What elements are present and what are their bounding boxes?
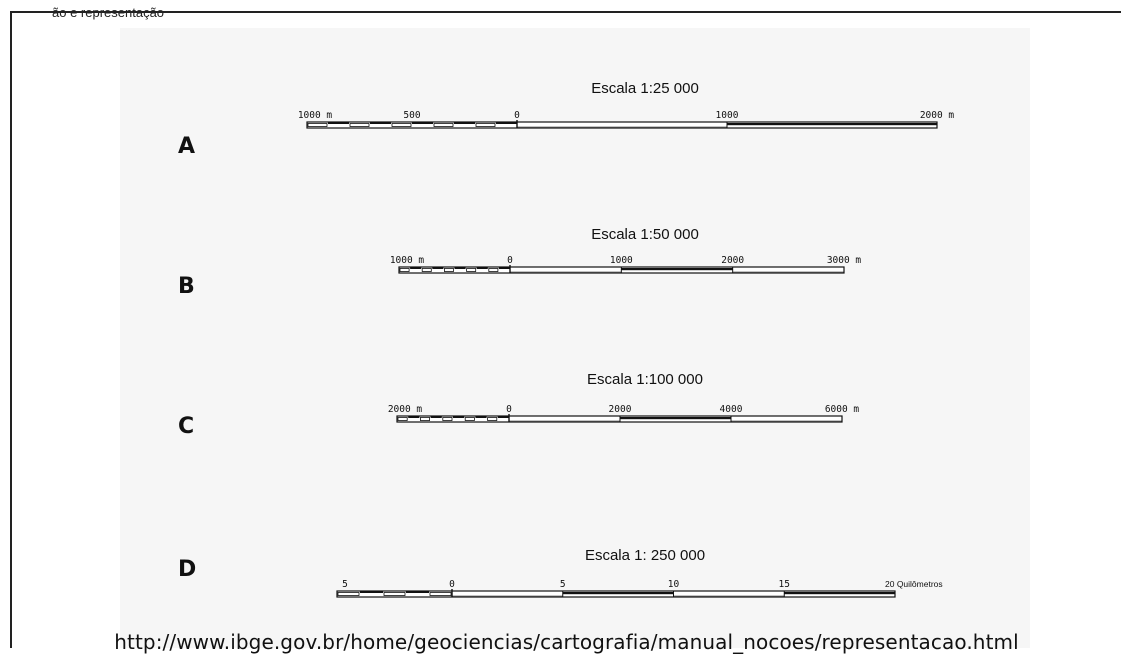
scale-title: Escala 1: 250 000 bbox=[585, 547, 705, 564]
scale-bar-subdivision bbox=[307, 123, 328, 127]
scale-tick-label: 5 bbox=[560, 579, 566, 590]
scale-tick-label: 1000 bbox=[716, 110, 739, 121]
scale-letter: A bbox=[178, 134, 195, 159]
scale-title: Escala 1:25 000 bbox=[591, 80, 699, 97]
scale-bar-subdivision bbox=[383, 592, 406, 596]
scale-tick-label: 1000 bbox=[610, 255, 633, 266]
scale-bar-major-segment bbox=[621, 268, 733, 271]
scale-bar-subdivision bbox=[410, 267, 422, 269]
scale-bar-major-segment bbox=[562, 592, 674, 595]
top-caption: ão e representação bbox=[52, 5, 165, 20]
scale-bar-subdivision bbox=[419, 417, 430, 421]
scale-tick-label: 0 bbox=[507, 255, 513, 266]
scale-bar-subdivision bbox=[337, 592, 360, 596]
scale-tick-label: 10 bbox=[668, 579, 680, 590]
scale-title: Escala 1:100 000 bbox=[587, 371, 703, 388]
scale-tick-label: 2000 bbox=[609, 404, 632, 415]
scale-bar-subdivision bbox=[391, 123, 412, 127]
scale-bar-subdivision bbox=[430, 416, 442, 418]
scale-tick-label: 500 bbox=[403, 110, 420, 121]
scale-tick-label: 6000 m bbox=[825, 404, 860, 415]
scale-tick-label: 0 bbox=[514, 110, 520, 121]
scale-bar-subdivision bbox=[475, 123, 496, 127]
scale-bar-subdivision bbox=[412, 122, 433, 124]
scale-tick-label: 20 Quilômetros bbox=[885, 579, 943, 589]
figure-frame: ão e representação A Escala 1:25 000 1000 … bbox=[10, 5, 1121, 654]
scale-tick-label: 2000 m bbox=[388, 404, 423, 415]
scale-bar-subdivision bbox=[408, 416, 420, 418]
scale-bar-subdivision bbox=[421, 268, 432, 272]
source-url: http://www.ibge.gov.br/home/geociencias/… bbox=[114, 630, 1019, 654]
scale-letter: D bbox=[178, 557, 196, 582]
scale-bar-subdivision bbox=[442, 417, 453, 421]
scale-bar-subdivision bbox=[498, 267, 510, 269]
scale-tick-label: 2000 m bbox=[920, 110, 955, 121]
scale-bar-subdivision bbox=[454, 122, 475, 124]
scale-bar-subdivision bbox=[429, 592, 452, 596]
scale-tick-label: 1000 m bbox=[390, 255, 425, 266]
scale-bar-subdivision bbox=[453, 416, 465, 418]
scale-bar-subdivision bbox=[370, 122, 391, 124]
scale-letter: B bbox=[178, 274, 195, 299]
scale-bar-subdivision bbox=[475, 416, 487, 418]
scale-bar-subdivision bbox=[497, 416, 509, 418]
figure-panel: A Escala 1:25 000 1000 m 500 0 1000 2000 m B Esc… bbox=[120, 28, 1030, 648]
scale-bar-major-segment bbox=[727, 123, 937, 126]
scale-bar-major-segment bbox=[784, 592, 895, 595]
scale-bar-subdivision bbox=[433, 123, 454, 127]
scale-bar-subdivision bbox=[466, 268, 477, 272]
scale-bar-major-segment bbox=[620, 417, 731, 420]
scale-bar-subdivision bbox=[399, 268, 410, 272]
scale-bar-subdivision bbox=[454, 267, 466, 269]
scale-tick-label: 0 bbox=[506, 404, 512, 415]
scale-title: Escala 1:50 000 bbox=[591, 226, 699, 243]
scale-bar-subdivision bbox=[496, 122, 517, 124]
scale-letter: C bbox=[178, 414, 194, 439]
scale-tick-label: 5 bbox=[342, 579, 348, 590]
scale-tick-label: 1000 m bbox=[298, 110, 333, 121]
scale-bar-subdivision bbox=[360, 591, 383, 593]
scale-bar-subdivision bbox=[476, 267, 488, 269]
scale-tick-label: 2000 bbox=[721, 255, 744, 266]
scale-tick-label: 3000 m bbox=[827, 255, 862, 266]
scale-bar-subdivision bbox=[397, 417, 408, 421]
scale-bar-subdivision bbox=[443, 268, 454, 272]
scale-tick-label: 0 bbox=[449, 579, 455, 590]
scale-bar-subdivision bbox=[464, 417, 475, 421]
scale-tick-label: 15 bbox=[779, 579, 790, 590]
scale-bar-subdivision bbox=[406, 591, 429, 593]
scale-bar-subdivision bbox=[432, 267, 444, 269]
scale-bar-subdivision bbox=[487, 417, 498, 421]
scale-bar-subdivision bbox=[488, 268, 499, 272]
scale-bar-subdivision bbox=[328, 122, 349, 124]
scale-tick-label: 4000 bbox=[720, 404, 743, 415]
scale-bar-subdivision bbox=[349, 123, 370, 127]
